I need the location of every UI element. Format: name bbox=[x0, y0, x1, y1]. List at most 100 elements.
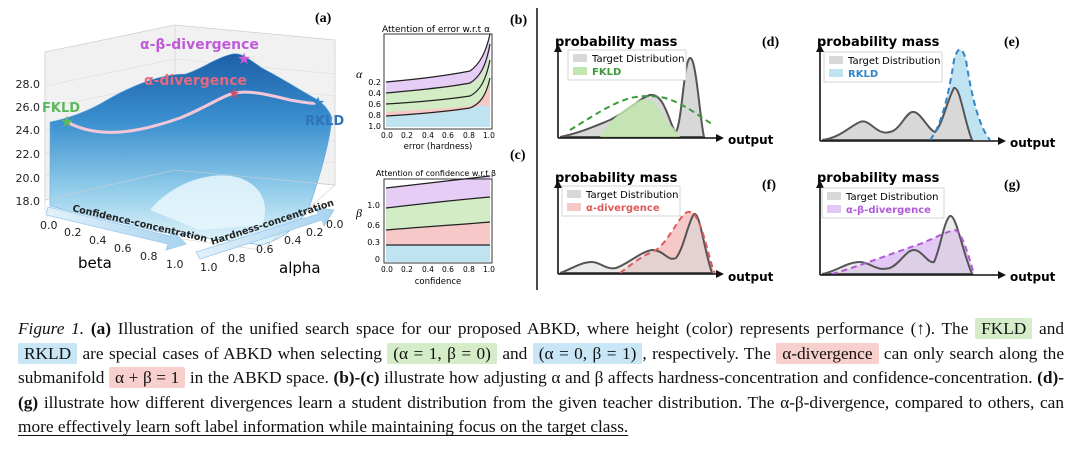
alpha-tick: 0.8 bbox=[228, 252, 246, 265]
g-target-curve bbox=[821, 214, 974, 275]
alpha-beta-point-label: α-β-divergence bbox=[140, 37, 259, 53]
g-legend-student: α-β-divergence bbox=[846, 205, 931, 216]
caption-dg-label: (d)-(g) bbox=[18, 368, 1065, 412]
alpha-axis-label: alpha bbox=[279, 259, 321, 277]
f-legend-target: Target Distribution bbox=[585, 190, 678, 201]
panel-b: Attention of error w.r.t α (b) α 0.2 0.4… bbox=[356, 13, 527, 152]
caption-text: illustrate how adjusting α and β affects… bbox=[379, 368, 1038, 388]
alpha-tick: 0.0 bbox=[326, 218, 344, 231]
b-ytick: 0.8 bbox=[368, 111, 381, 120]
caption-bc-label: (b)-(c) bbox=[333, 368, 380, 388]
panel-f-label: (f) bbox=[762, 178, 776, 193]
g-ylabel: probability mass bbox=[817, 171, 940, 186]
f-xlabel: output bbox=[728, 270, 774, 284]
caption-a-label: (a) bbox=[90, 319, 112, 338]
panel-d: probability mass (d) output Target Distr… bbox=[554, 35, 779, 147]
rkld-star-icon: ★ bbox=[311, 93, 325, 112]
caption-case2-highlight: (α = 0, β = 1) bbox=[532, 342, 643, 364]
d-target-curve bbox=[559, 56, 706, 138]
beta-tick: 0.0 bbox=[40, 219, 58, 232]
b-xtick: 0.0 bbox=[381, 131, 393, 140]
alpha-tick: 0.6 bbox=[256, 243, 274, 256]
e-legend-student: RKLD bbox=[848, 69, 878, 80]
panel-a-label: (a) bbox=[315, 11, 332, 26]
rkld-point-label: RKLD bbox=[305, 114, 344, 129]
caption-underlined-claim: more effectively learn soft label inform… bbox=[18, 417, 629, 437]
panel-a: ★ ★ ★ ★ FKLD RKLD α-divergence α-β-diver… bbox=[16, 11, 345, 277]
caption-fkld-highlight: FKLD bbox=[975, 318, 1033, 339]
z-tick: 26.0 bbox=[16, 101, 41, 114]
caption-text: can only search along the submanifold bbox=[18, 343, 1064, 388]
caption-text: and bbox=[496, 343, 533, 363]
panel-e: probability mass (e) output Target Distr… bbox=[816, 35, 1056, 150]
c-ytick: 0.6 bbox=[367, 221, 380, 230]
f-legend-student: α-divergence bbox=[586, 203, 660, 214]
b-xtick: 0.8 bbox=[463, 131, 475, 140]
b-ytick: 0.6 bbox=[368, 100, 381, 109]
panel-c-xlabel: confidence bbox=[415, 277, 462, 287]
panel-c: Attention of confidence w.r.t β (c) β 1.… bbox=[355, 148, 526, 287]
alpha-beta-star-icon: ★ bbox=[237, 49, 251, 68]
panel-g: probability mass (g) output Target Distr… bbox=[816, 171, 1056, 284]
d-legend-student: FKLD bbox=[592, 67, 621, 78]
beta-axis-label: beta bbox=[78, 254, 112, 272]
panel-f: probability mass (f) output Target Distr… bbox=[554, 171, 776, 284]
panel-d-label: (d) bbox=[762, 35, 779, 50]
d-ylabel: probability mass bbox=[555, 35, 678, 50]
e-student-curve bbox=[929, 48, 991, 141]
c-ytick: 1.0 bbox=[367, 201, 380, 210]
beta-tick: 0.4 bbox=[89, 234, 107, 247]
caption-text: , respectively. The bbox=[642, 343, 777, 363]
e-legend bbox=[823, 51, 943, 83]
panel-b-label: (b) bbox=[510, 13, 527, 28]
alpha-tick: 1.0 bbox=[200, 261, 218, 274]
alpha-div-star-icon: ★ bbox=[228, 86, 241, 102]
caption-figure-label: Figure 1. bbox=[18, 319, 85, 338]
f-legend bbox=[561, 185, 681, 217]
z-tick: 24.0 bbox=[16, 124, 41, 137]
e-xlabel: output bbox=[1010, 136, 1056, 150]
panel-b-title: Attention of error w.r.t α bbox=[382, 25, 490, 35]
f-student-curve bbox=[619, 211, 716, 274]
z-tick: 22.0 bbox=[16, 148, 41, 161]
f-target-curve bbox=[559, 212, 714, 274]
beta-tick: 0.8 bbox=[140, 250, 158, 263]
caption-text: illustrate how different divergences lea… bbox=[38, 392, 1064, 412]
g-legend bbox=[821, 187, 945, 219]
alpha-divergence-path bbox=[66, 90, 319, 134]
panel-c-title: Attention of confidence w.r.t β bbox=[376, 169, 496, 178]
c-ytick: 0 bbox=[375, 255, 380, 264]
d-legend-target: Target Distribution bbox=[591, 54, 684, 65]
panel-g-label: (g) bbox=[1004, 178, 1021, 193]
c-xtick: 0.4 bbox=[422, 265, 434, 274]
d-student-curve bbox=[569, 95, 713, 131]
caption-submanifold-highlight: α + β = 1 bbox=[108, 367, 186, 389]
z-tick: 20.0 bbox=[16, 172, 41, 185]
caption-text: and bbox=[1032, 319, 1064, 338]
beta-tick: 0.2 bbox=[64, 226, 82, 239]
panel-c-label: (c) bbox=[510, 148, 526, 163]
c-xtick: 0.8 bbox=[463, 265, 475, 274]
f-ylabel: probability mass bbox=[555, 171, 678, 186]
c-xtick: 0.0 bbox=[381, 265, 393, 274]
c-xtick: 0.2 bbox=[401, 265, 413, 274]
b-xtick: 0.2 bbox=[401, 131, 413, 140]
b-xtick: 1.0 bbox=[483, 131, 495, 140]
confidence-arrow bbox=[45, 206, 187, 251]
figure-caption: Figure 1. (a) Illustration of the unifie… bbox=[18, 317, 1064, 440]
beta-tick: 0.6 bbox=[114, 242, 132, 255]
b-xtick: 0.4 bbox=[422, 131, 434, 140]
caption-text: are special cases of ABKD when selecting bbox=[77, 343, 388, 363]
panel-b-ylabel: α bbox=[356, 67, 363, 81]
d-legend bbox=[567, 49, 687, 81]
e-ylabel: probability mass bbox=[817, 35, 940, 50]
c-xtick: 1.0 bbox=[483, 265, 495, 274]
z-tick: 18.0 bbox=[16, 195, 41, 208]
c-xtick: 0.6 bbox=[442, 265, 454, 274]
caption-text: Illustration of the unified search space… bbox=[111, 319, 976, 338]
caption-text: in the ABKD space. bbox=[185, 368, 334, 388]
panel-b-xlabel: error (hardness) bbox=[404, 142, 473, 152]
alpha-tick: 0.2 bbox=[306, 226, 324, 239]
d-xlabel: output bbox=[728, 133, 774, 147]
g-xlabel: output bbox=[1010, 270, 1056, 284]
